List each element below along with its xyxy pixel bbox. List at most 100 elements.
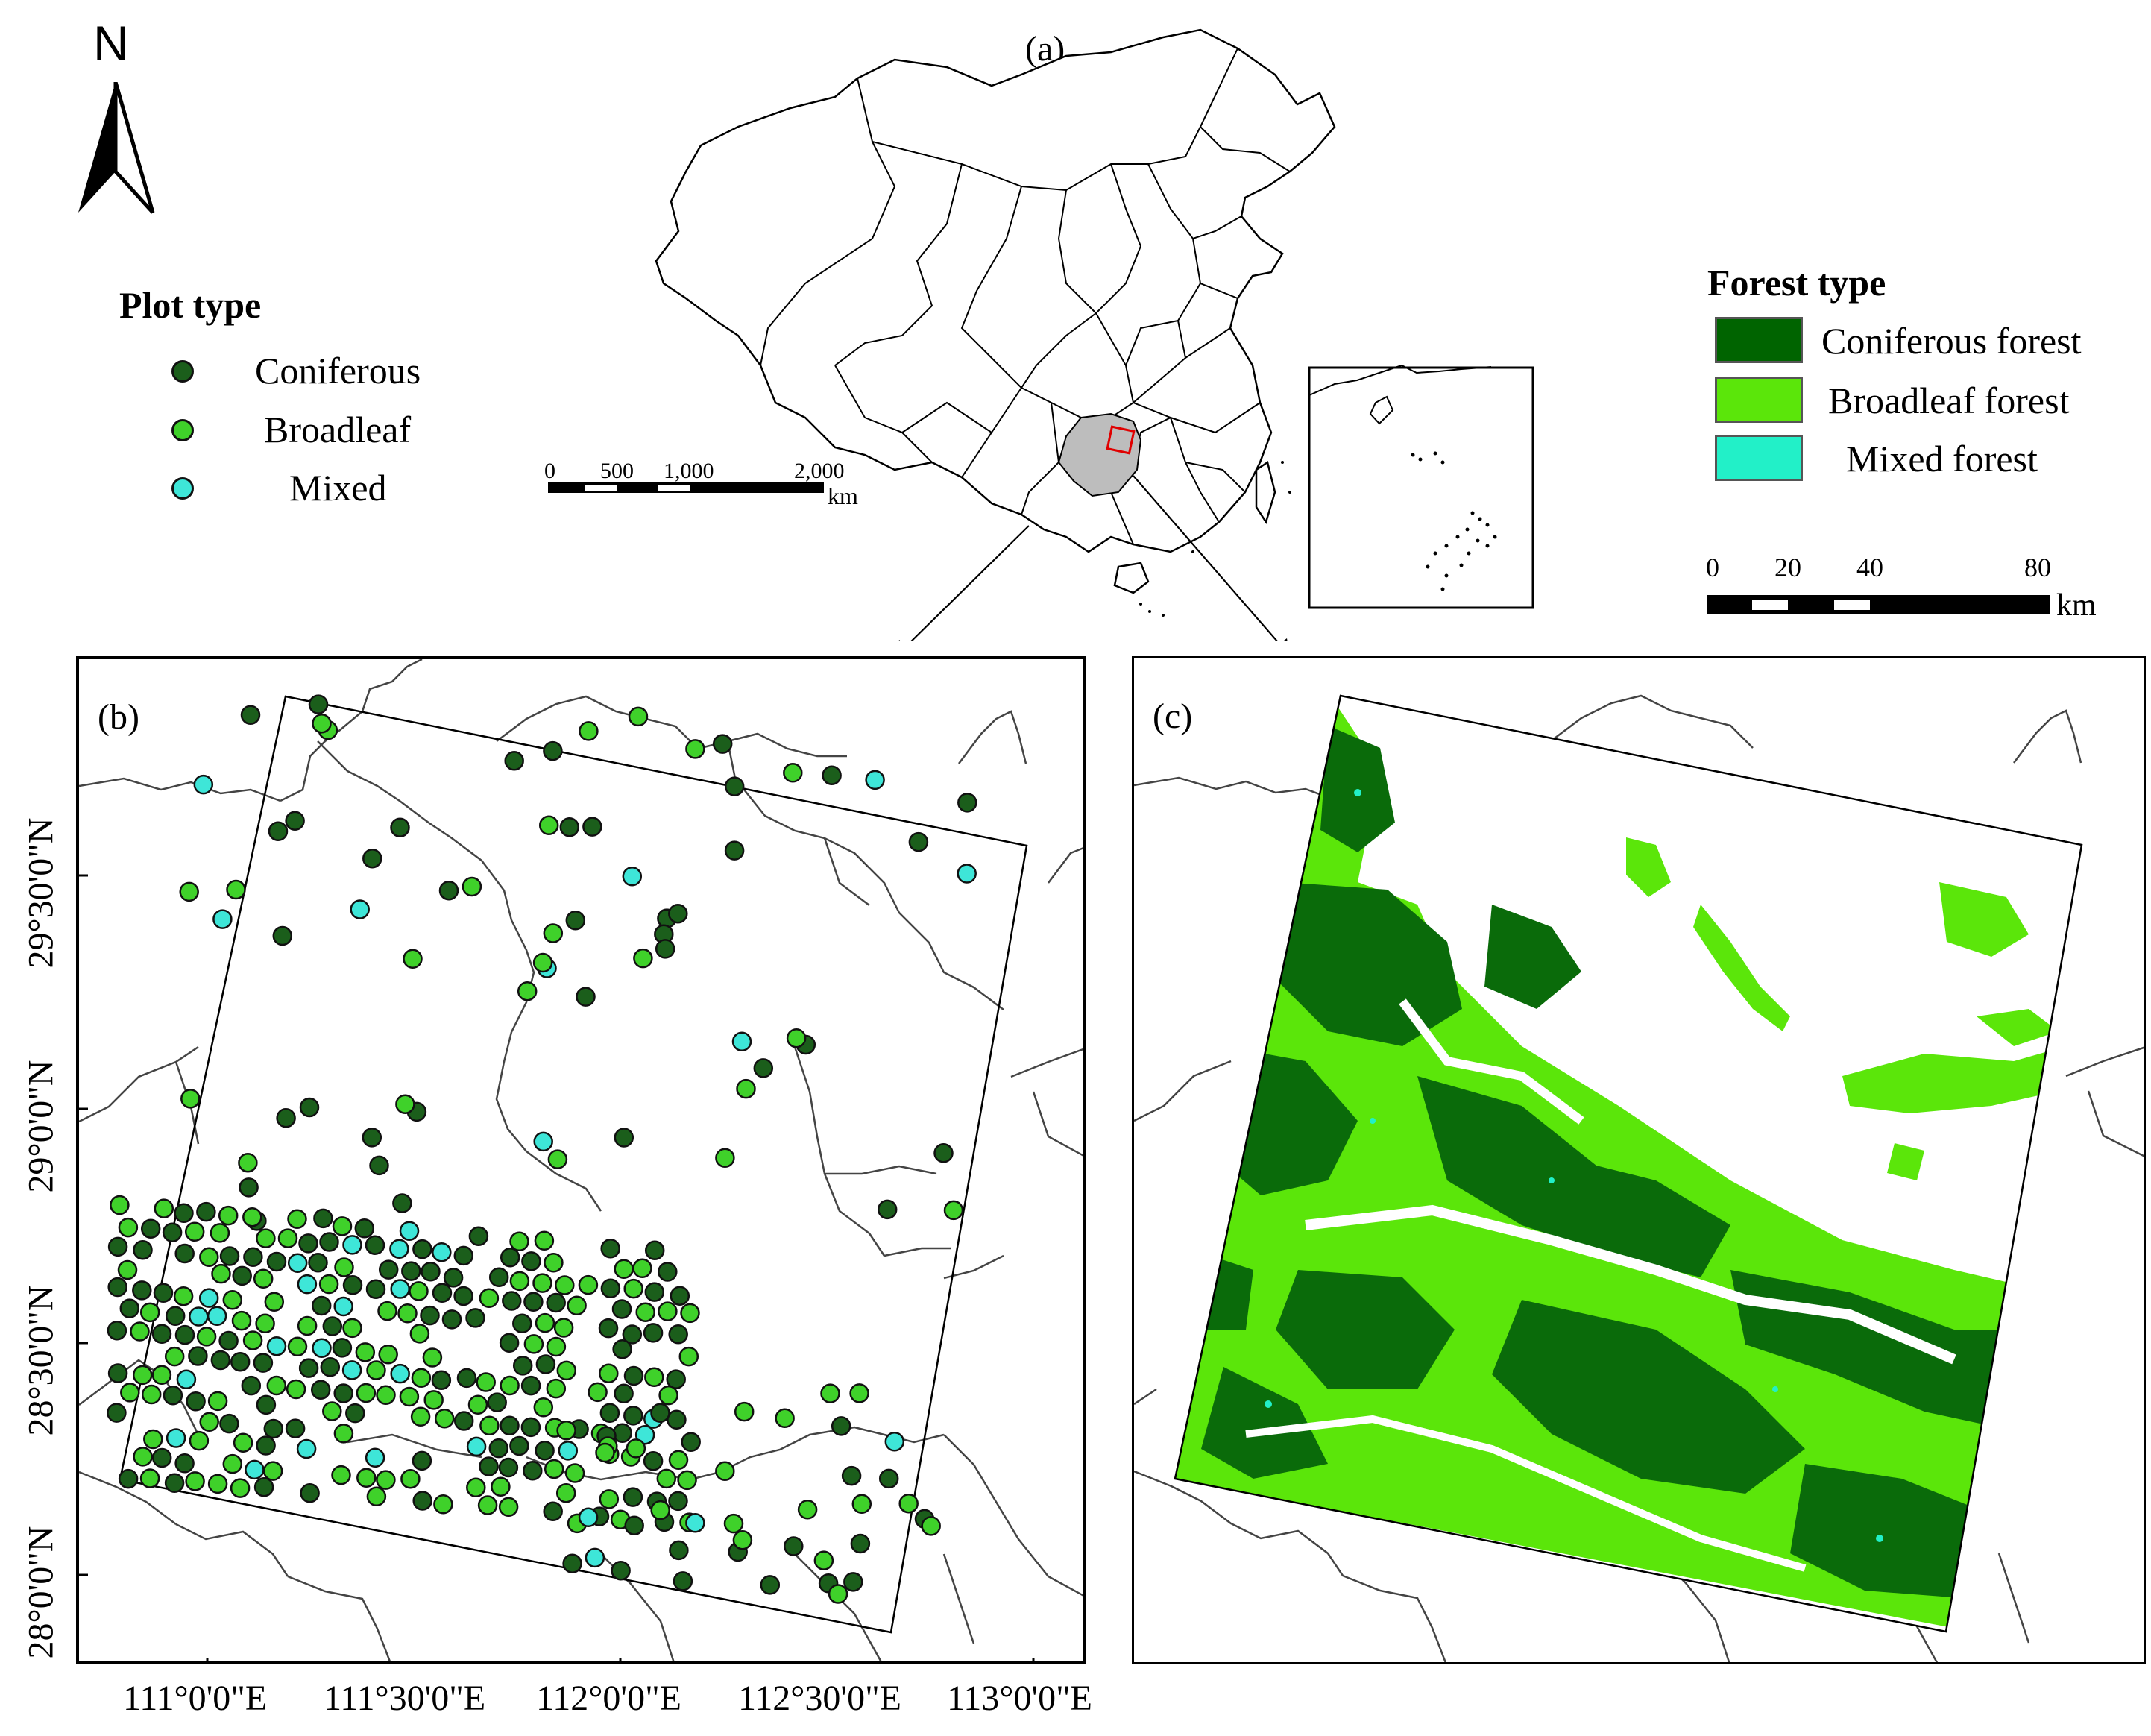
- plot-point: [322, 1401, 342, 1421]
- plot-point: [673, 1571, 693, 1591]
- plot-point: [669, 1540, 689, 1561]
- plot-point: [543, 740, 563, 761]
- mixed-forest-swatch: [1715, 435, 1803, 481]
- plot-point: [342, 1235, 362, 1255]
- plot-point: [300, 1482, 320, 1503]
- plot-point: [403, 949, 423, 969]
- plot-point: [231, 1310, 252, 1331]
- plot-point: [110, 1195, 130, 1215]
- plot-point: [585, 1547, 605, 1568]
- plot-point: [198, 1288, 219, 1308]
- plot-point: [132, 1365, 153, 1386]
- plot-point: [263, 1418, 284, 1439]
- plot-point: [599, 1363, 619, 1383]
- broadleaf-dot-icon: [171, 419, 194, 441]
- plot-point: [509, 1231, 529, 1252]
- plot-point: [865, 770, 885, 790]
- plot-point: [850, 1533, 871, 1554]
- plot-point: [399, 1221, 420, 1241]
- plot-point: [211, 1263, 231, 1284]
- plot-point: [143, 1429, 163, 1450]
- lat-label-text-1: 29°30'0"N: [21, 817, 61, 969]
- scale-a-unit: km: [828, 482, 858, 509]
- plot-point: [462, 876, 482, 897]
- plot-point: [285, 811, 305, 831]
- plot-point: [421, 1262, 441, 1282]
- plot-point: [333, 1383, 353, 1403]
- north-arrow-icon: [78, 82, 155, 214]
- plot-point: [441, 1309, 462, 1330]
- plot-point: [355, 1342, 376, 1362]
- plot-point: [412, 1450, 432, 1471]
- plot-point: [222, 1290, 243, 1310]
- plot-point: [312, 1338, 332, 1358]
- plot-point: [174, 1203, 194, 1224]
- plot-point: [588, 1382, 608, 1403]
- panel-b-label: (b): [98, 697, 139, 737]
- plot-point: [399, 1386, 420, 1407]
- plot-point: [341, 1360, 362, 1380]
- plot-point: [666, 1369, 686, 1389]
- plot-point: [732, 1529, 753, 1550]
- plot-point: [210, 1223, 230, 1243]
- plot-point: [626, 1438, 646, 1459]
- plot-point: [614, 1383, 634, 1404]
- plot-point: [255, 1313, 275, 1334]
- plot-point: [556, 1360, 577, 1381]
- plot-point: [500, 1415, 520, 1436]
- plot-point: [535, 1354, 556, 1374]
- plot-point: [558, 1441, 579, 1461]
- forest-legend-broadleaf: Broadleaf forest: [1828, 380, 2070, 421]
- plot-point: [118, 1468, 139, 1489]
- plot-point: [820, 1383, 840, 1403]
- plot-point: [308, 1253, 328, 1273]
- plot-point: [753, 1058, 774, 1078]
- plot-point: [643, 1323, 664, 1343]
- plot-point: [199, 1247, 219, 1268]
- plot-point: [242, 1207, 262, 1227]
- plot-point: [412, 1239, 432, 1259]
- plot-point: [599, 1489, 620, 1509]
- lon-label-1: 111°0'0"E: [123, 1679, 268, 1718]
- plot-point: [453, 1245, 474, 1266]
- plot-point: [851, 1494, 872, 1515]
- plot-point: [266, 1251, 287, 1272]
- plot-point: [164, 1473, 185, 1494]
- plot-point: [332, 1216, 353, 1236]
- plot-point: [285, 1418, 306, 1438]
- plot-point: [498, 1497, 519, 1518]
- plot-type-legend: Plot type Coniferous Broadleaf Mixed: [119, 283, 507, 529]
- plot-point: [180, 1089, 201, 1109]
- plot-point: [670, 1286, 690, 1306]
- plot-point: [562, 1553, 582, 1573]
- plot-point: [423, 1390, 444, 1410]
- plot-point: [189, 1430, 210, 1451]
- plot-point: [132, 1280, 152, 1301]
- plot-point: [310, 1380, 331, 1400]
- forest-scale-bar: 0 20 40 80 km: [1692, 552, 2125, 626]
- plot-point: [443, 1268, 464, 1288]
- plot-point: [366, 1486, 387, 1507]
- plot-point: [397, 1303, 418, 1324]
- plot-point: [354, 1218, 375, 1239]
- panel-a-scale-bar: [548, 482, 824, 493]
- plot-point: [556, 1421, 576, 1441]
- plot-point: [210, 1350, 231, 1371]
- plot-point: [188, 1346, 208, 1366]
- plot-point: [196, 1201, 216, 1222]
- plot-point: [313, 1208, 333, 1229]
- plot-point: [207, 1306, 227, 1327]
- plot-point: [376, 1470, 396, 1490]
- plot-point: [644, 1240, 665, 1261]
- plot-point: [438, 880, 459, 901]
- plot-point: [724, 840, 745, 861]
- plot-point: [256, 1394, 277, 1415]
- north-arrow: N: [71, 15, 160, 214]
- coniferous-forest-swatch: [1715, 317, 1803, 363]
- plot-point: [547, 1149, 568, 1169]
- plot-point: [376, 1385, 396, 1405]
- plot-point: [479, 1415, 500, 1436]
- plot-point: [668, 1450, 689, 1470]
- plot-point: [453, 1411, 474, 1431]
- plot-point: [230, 1478, 251, 1498]
